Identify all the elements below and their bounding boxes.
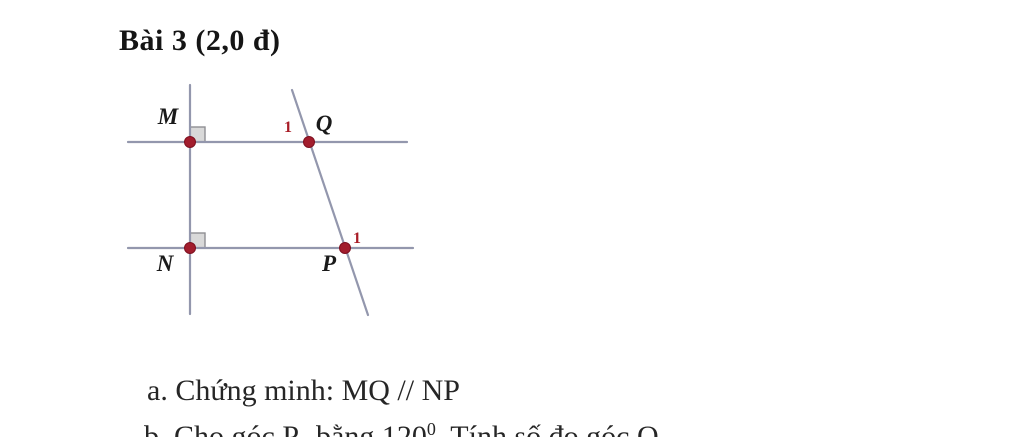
- label-N: N: [156, 251, 175, 276]
- problem-title: Bài 3 (2,0 đ): [119, 24, 281, 57]
- question-b: b. Cho góc P1 bằng 1200. Tính số đo góc …: [114, 386, 676, 437]
- question-a-text: a. Chứng minh: MQ // NP: [147, 374, 460, 407]
- question-b-part4: .: [668, 420, 676, 437]
- question-b-part3: . Tính số đo góc Q: [435, 420, 659, 437]
- point-P: [339, 242, 351, 254]
- point-M: [184, 136, 196, 148]
- label-Q: Q: [316, 111, 333, 136]
- question-a: a. Chứng minh: MQ // NP: [117, 340, 460, 437]
- angle-label-P1: 1: [353, 230, 361, 247]
- question-b-part1: b. Cho góc P: [144, 420, 300, 437]
- label-M: M: [157, 104, 180, 129]
- angle-label-Q1: 1: [284, 119, 292, 136]
- question-b-superscript-degree: 0: [426, 419, 436, 437]
- point-N: [184, 242, 196, 254]
- question-b-part2: bằng 120: [308, 420, 427, 437]
- label-P: P: [321, 251, 337, 276]
- line-transversal-QP: [290, 88, 370, 317]
- point-Q: [303, 136, 315, 148]
